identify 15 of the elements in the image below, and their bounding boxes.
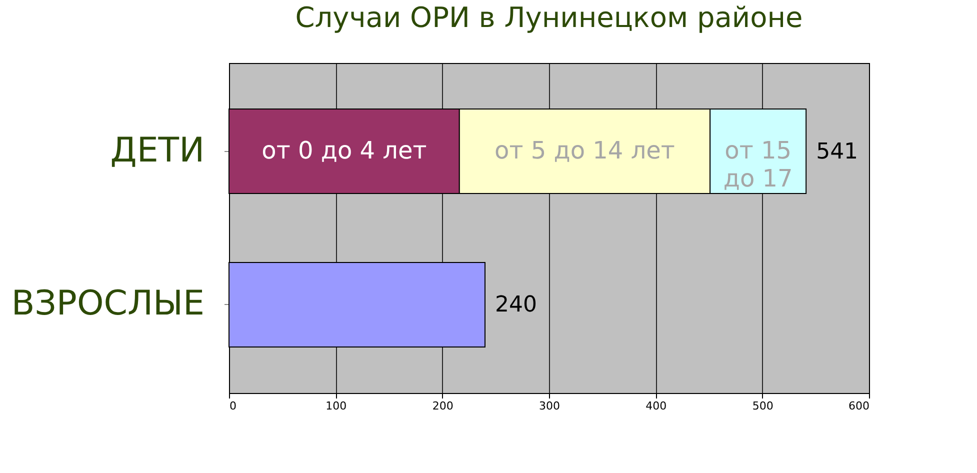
series-label: от 15 до 17 xyxy=(723,136,793,192)
x-tick-label: 100 xyxy=(326,400,347,412)
x-tick-label: 200 xyxy=(432,400,454,412)
x-tick-label: 400 xyxy=(646,400,667,412)
x-tick-label: 0 xyxy=(230,400,236,412)
series-label: от 0 до 4 лет xyxy=(262,136,427,164)
x-tick-label: 300 xyxy=(539,400,560,412)
chart-title: Случаи ОРИ в Лунинецком районе xyxy=(295,1,803,34)
x-tick-label: 600 xyxy=(848,400,870,412)
x-tick-label: 500 xyxy=(752,400,774,412)
y-tick-label: ВЗРОСЛЫЕ xyxy=(11,284,204,324)
y-tick-label: ДЕТИ xyxy=(110,130,204,170)
total-label: 240 xyxy=(495,292,537,318)
series-label: от 5 до 14 лет xyxy=(494,136,675,164)
total-label: 541 xyxy=(816,139,858,164)
